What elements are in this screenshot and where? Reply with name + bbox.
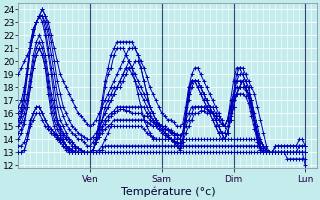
X-axis label: Température (°c): Température (°c) xyxy=(121,187,215,197)
